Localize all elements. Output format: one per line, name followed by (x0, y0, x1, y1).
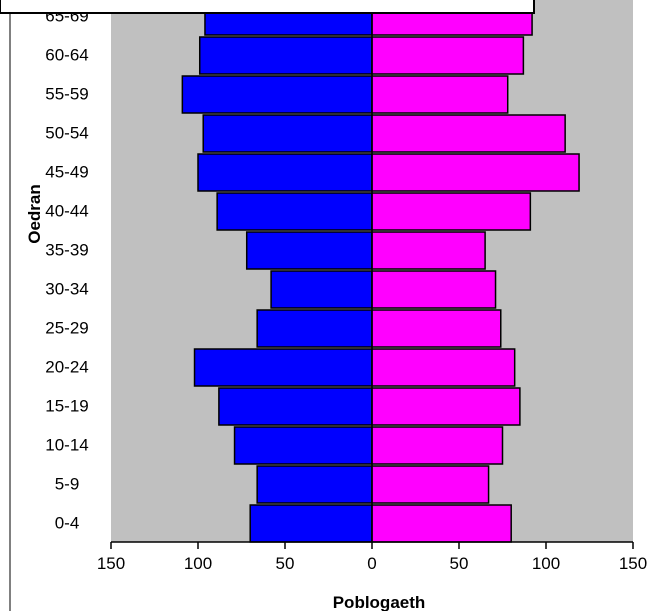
x-tick-label: 150 (619, 554, 647, 573)
bar-left-20-24 (193, 348, 373, 387)
y-tick-label: 40-44 (45, 202, 88, 221)
bar-right-20-24 (371, 348, 516, 387)
y-tick-label: 15-19 (45, 397, 88, 416)
y-tick-label: 0-4 (55, 514, 80, 533)
y-tick-label: 30-34 (45, 280, 88, 299)
bar-left-25-29 (256, 309, 373, 348)
bar-left-60-64 (198, 36, 373, 75)
x-tick-label: 50 (276, 554, 295, 573)
y-tick-label: 25-29 (45, 319, 88, 338)
y-tick-label: 10-14 (45, 436, 88, 455)
bar-left-45-49 (197, 153, 373, 192)
bar-left-10-14 (233, 426, 373, 465)
legend-box (0, 0, 535, 14)
x-axis-title: Poblogaeth (333, 593, 426, 611)
y-tick-label: 35-39 (45, 241, 88, 260)
bar-right-10-14 (371, 426, 504, 465)
bar-right-50-54 (371, 114, 566, 153)
bar-left-55-59 (181, 75, 373, 114)
bar-right-35-39 (371, 231, 486, 270)
bar-left-0-4 (249, 504, 373, 543)
bar-right-60-64 (371, 36, 525, 75)
bar-left-35-39 (245, 231, 373, 270)
y-tick-label: 55-59 (45, 85, 88, 104)
x-tick-label: 150 (97, 554, 125, 573)
bar-right-5-9 (371, 465, 490, 504)
bar-right-40-44 (371, 192, 532, 231)
bar-left-15-19 (218, 387, 373, 426)
y-tick-label: 60-64 (45, 46, 88, 65)
y-axis-title: Oedran (25, 184, 44, 244)
bar-left-5-9 (256, 465, 373, 504)
bar-right-25-29 (371, 309, 502, 348)
bars-group (181, 0, 580, 543)
y-tick-label: 20-24 (45, 358, 88, 377)
bar-right-30-34 (371, 270, 497, 309)
bar-left-50-54 (202, 114, 373, 153)
bar-right-55-59 (371, 75, 509, 114)
bar-right-0-4 (371, 504, 512, 543)
y-tick-label: 5-9 (55, 475, 80, 494)
bar-left-40-44 (216, 192, 373, 231)
y-ticks-group: 0-4 5-9 10-14 15-19 20-24 25-29 30-34 35-39 40-4… (45, 7, 88, 533)
y-tick-label: 50-54 (45, 124, 88, 143)
bar-left-30-34 (270, 270, 373, 309)
bar-right-15-19 (371, 387, 521, 426)
x-ticks-group: 150 100 50 0 50 100 150 (97, 542, 647, 573)
x-tick-label: 100 (532, 554, 560, 573)
y-tick-label: 45-49 (45, 163, 88, 182)
x-tick-label: 100 (184, 554, 212, 573)
bar-right-45-49 (371, 153, 580, 192)
x-tick-label: 0 (367, 554, 376, 573)
x-tick-label: 50 (450, 554, 469, 573)
